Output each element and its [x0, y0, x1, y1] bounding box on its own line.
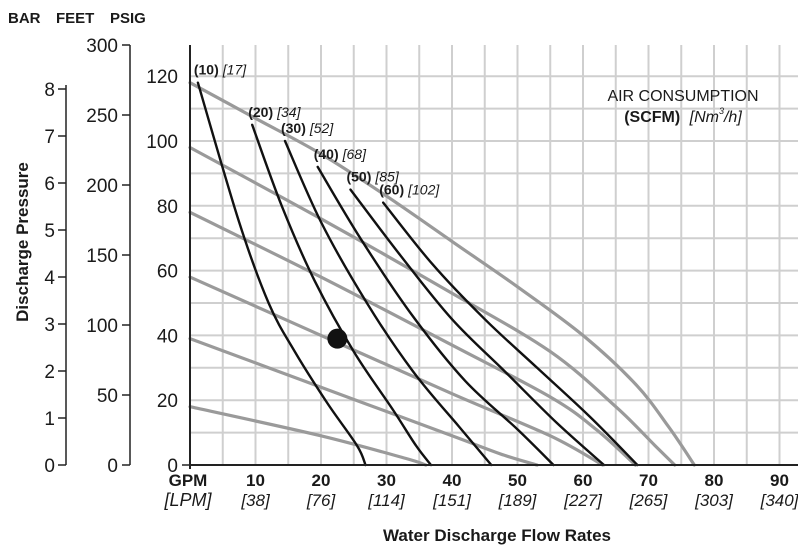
legend-unit-metric: [Nm — [689, 109, 719, 126]
legend-units: (SCFM) [Nm3/h] — [624, 106, 742, 126]
air-curve-20 — [251, 123, 433, 467]
air-curve-30 — [283, 139, 493, 467]
feet-tick-label: 300 — [86, 36, 118, 57]
curve-label-20: (20) [34] — [248, 104, 301, 120]
air-curve-50 — [349, 188, 606, 467]
curve-label-50: (50) [85] — [346, 169, 399, 185]
x-axis-title: Water Discharge Flow Rates — [383, 526, 611, 545]
head-curve-2 — [188, 145, 677, 467]
head-curve-5 — [188, 337, 539, 467]
bar-tick-label: 8 — [44, 80, 55, 101]
axes: 0501001502002503000123456780204060801001… — [44, 36, 798, 477]
air-curve-10 — [196, 81, 367, 467]
y-axis-title: Discharge Pressure — [13, 162, 32, 322]
x-tick-gpm: 80 — [705, 471, 724, 490]
x-tick-gpm: 40 — [443, 471, 462, 490]
bar-tick-label: 2 — [44, 362, 55, 383]
x-tick-lpm: [340] — [760, 491, 798, 510]
air-curve-40 — [316, 165, 555, 467]
curve-label-40: (40) [68] — [314, 146, 367, 162]
curve-label-metric: [52] — [309, 120, 334, 136]
curve-label-60: (60) [102] — [379, 182, 440, 198]
curve-label-10: (10) [17] — [194, 62, 247, 78]
operating-point-marker — [327, 328, 348, 349]
curve-label-metric: [85] — [374, 169, 399, 185]
legend-unit-end: /h] — [723, 109, 742, 126]
x-tick-lpm: [303] — [694, 491, 734, 510]
x-tick-gpm: 30 — [377, 471, 396, 490]
feet-tick-label: 250 — [86, 106, 118, 127]
curve-label-metric: [68] — [342, 146, 367, 162]
x-tick-lpm: [114] — [367, 491, 406, 510]
x-tick-lpm: [265] — [629, 491, 669, 510]
curve-label-metric: [102] — [407, 182, 440, 198]
psig-unit-header: PSIG — [110, 10, 146, 27]
x-tick-lpm: [38] — [240, 491, 271, 510]
curve-label-30: (30) [52] — [281, 120, 334, 136]
curve-label-metric: [34] — [276, 104, 301, 120]
legend-unit-scfm: (SCFM) — [624, 109, 680, 126]
bar-tick-label: 7 — [44, 127, 55, 148]
curve-label-scfm: (30) — [281, 120, 306, 136]
x-tick-labels: 10[38] 20[76] 30[114] 40[151] 50[189] 60[227]… — [240, 471, 798, 510]
psig-tick-label: 120 — [146, 67, 178, 88]
x-tick-lpm: [227] — [563, 491, 603, 510]
psig-tick-label: 60 — [157, 262, 178, 283]
curve-label-scfm: (20) — [248, 104, 273, 120]
curve-label-scfm: (50) — [346, 169, 371, 185]
psig-tick-label: 80 — [157, 197, 178, 218]
x-tick-gpm: 90 — [770, 471, 789, 490]
curve-labels: (10) [17] (20) [34](30) [52] (40) [68] (50) [85]… — [194, 62, 441, 198]
head-curve-3 — [188, 210, 637, 467]
feet-tick-label: 150 — [86, 246, 118, 267]
psig-tick-label: 40 — [157, 326, 178, 347]
bar-tick-label: 0 — [44, 456, 55, 477]
curve-label-scfm: (40) — [314, 146, 339, 162]
x-tick-lpm: [151] — [432, 491, 472, 510]
bar-tick-label: 5 — [44, 221, 55, 242]
feet-tick-label: 100 — [86, 316, 118, 337]
bar-unit-header: BAR — [8, 10, 41, 27]
feet-tick-label: 50 — [97, 386, 118, 407]
legend-unit-sup: 3 — [719, 106, 724, 116]
x-tick-gpm: 70 — [639, 471, 658, 490]
head-curve-6 — [188, 405, 428, 467]
curve-label-scfm: (60) — [379, 182, 404, 198]
air-curves — [196, 81, 639, 467]
psig-tick-label: 0 — [167, 456, 178, 477]
feet-tick-label: 200 — [86, 176, 118, 197]
bar-tick-label: 6 — [44, 174, 55, 195]
x-unit-lpm: [LPM] — [163, 490, 212, 510]
curve-label-metric: [17] — [222, 62, 247, 78]
psig-tick-label: 20 — [157, 391, 178, 412]
bar-tick-label: 4 — [44, 268, 55, 289]
psig-tick-label: 100 — [146, 132, 178, 153]
air-curve-60 — [382, 201, 639, 467]
bar-tick-label: 1 — [44, 409, 55, 430]
x-tick-lpm: [76] — [306, 491, 337, 510]
head-curves — [188, 81, 696, 467]
x-tick-gpm: 60 — [574, 471, 593, 490]
x-tick-gpm: 10 — [246, 471, 265, 490]
grid — [190, 45, 798, 465]
x-unit-gpm: GPM — [169, 471, 208, 490]
x-tick-gpm: 50 — [508, 471, 527, 490]
head-curve-4 — [188, 275, 605, 467]
x-tick-lpm: [189] — [498, 491, 538, 510]
bar-tick-label: 3 — [44, 315, 55, 336]
legend-title: AIR CONSUMPTION — [607, 88, 758, 105]
head-curve-1 — [188, 81, 696, 467]
feet-unit-header: FEET — [56, 10, 94, 27]
feet-tick-label: 0 — [107, 456, 118, 477]
curve-label-scfm: (10) — [194, 62, 219, 78]
legend: AIR CONSUMPTION (SCFM) [Nm3/h] — [607, 88, 758, 126]
x-tick-gpm: 20 — [312, 471, 331, 490]
